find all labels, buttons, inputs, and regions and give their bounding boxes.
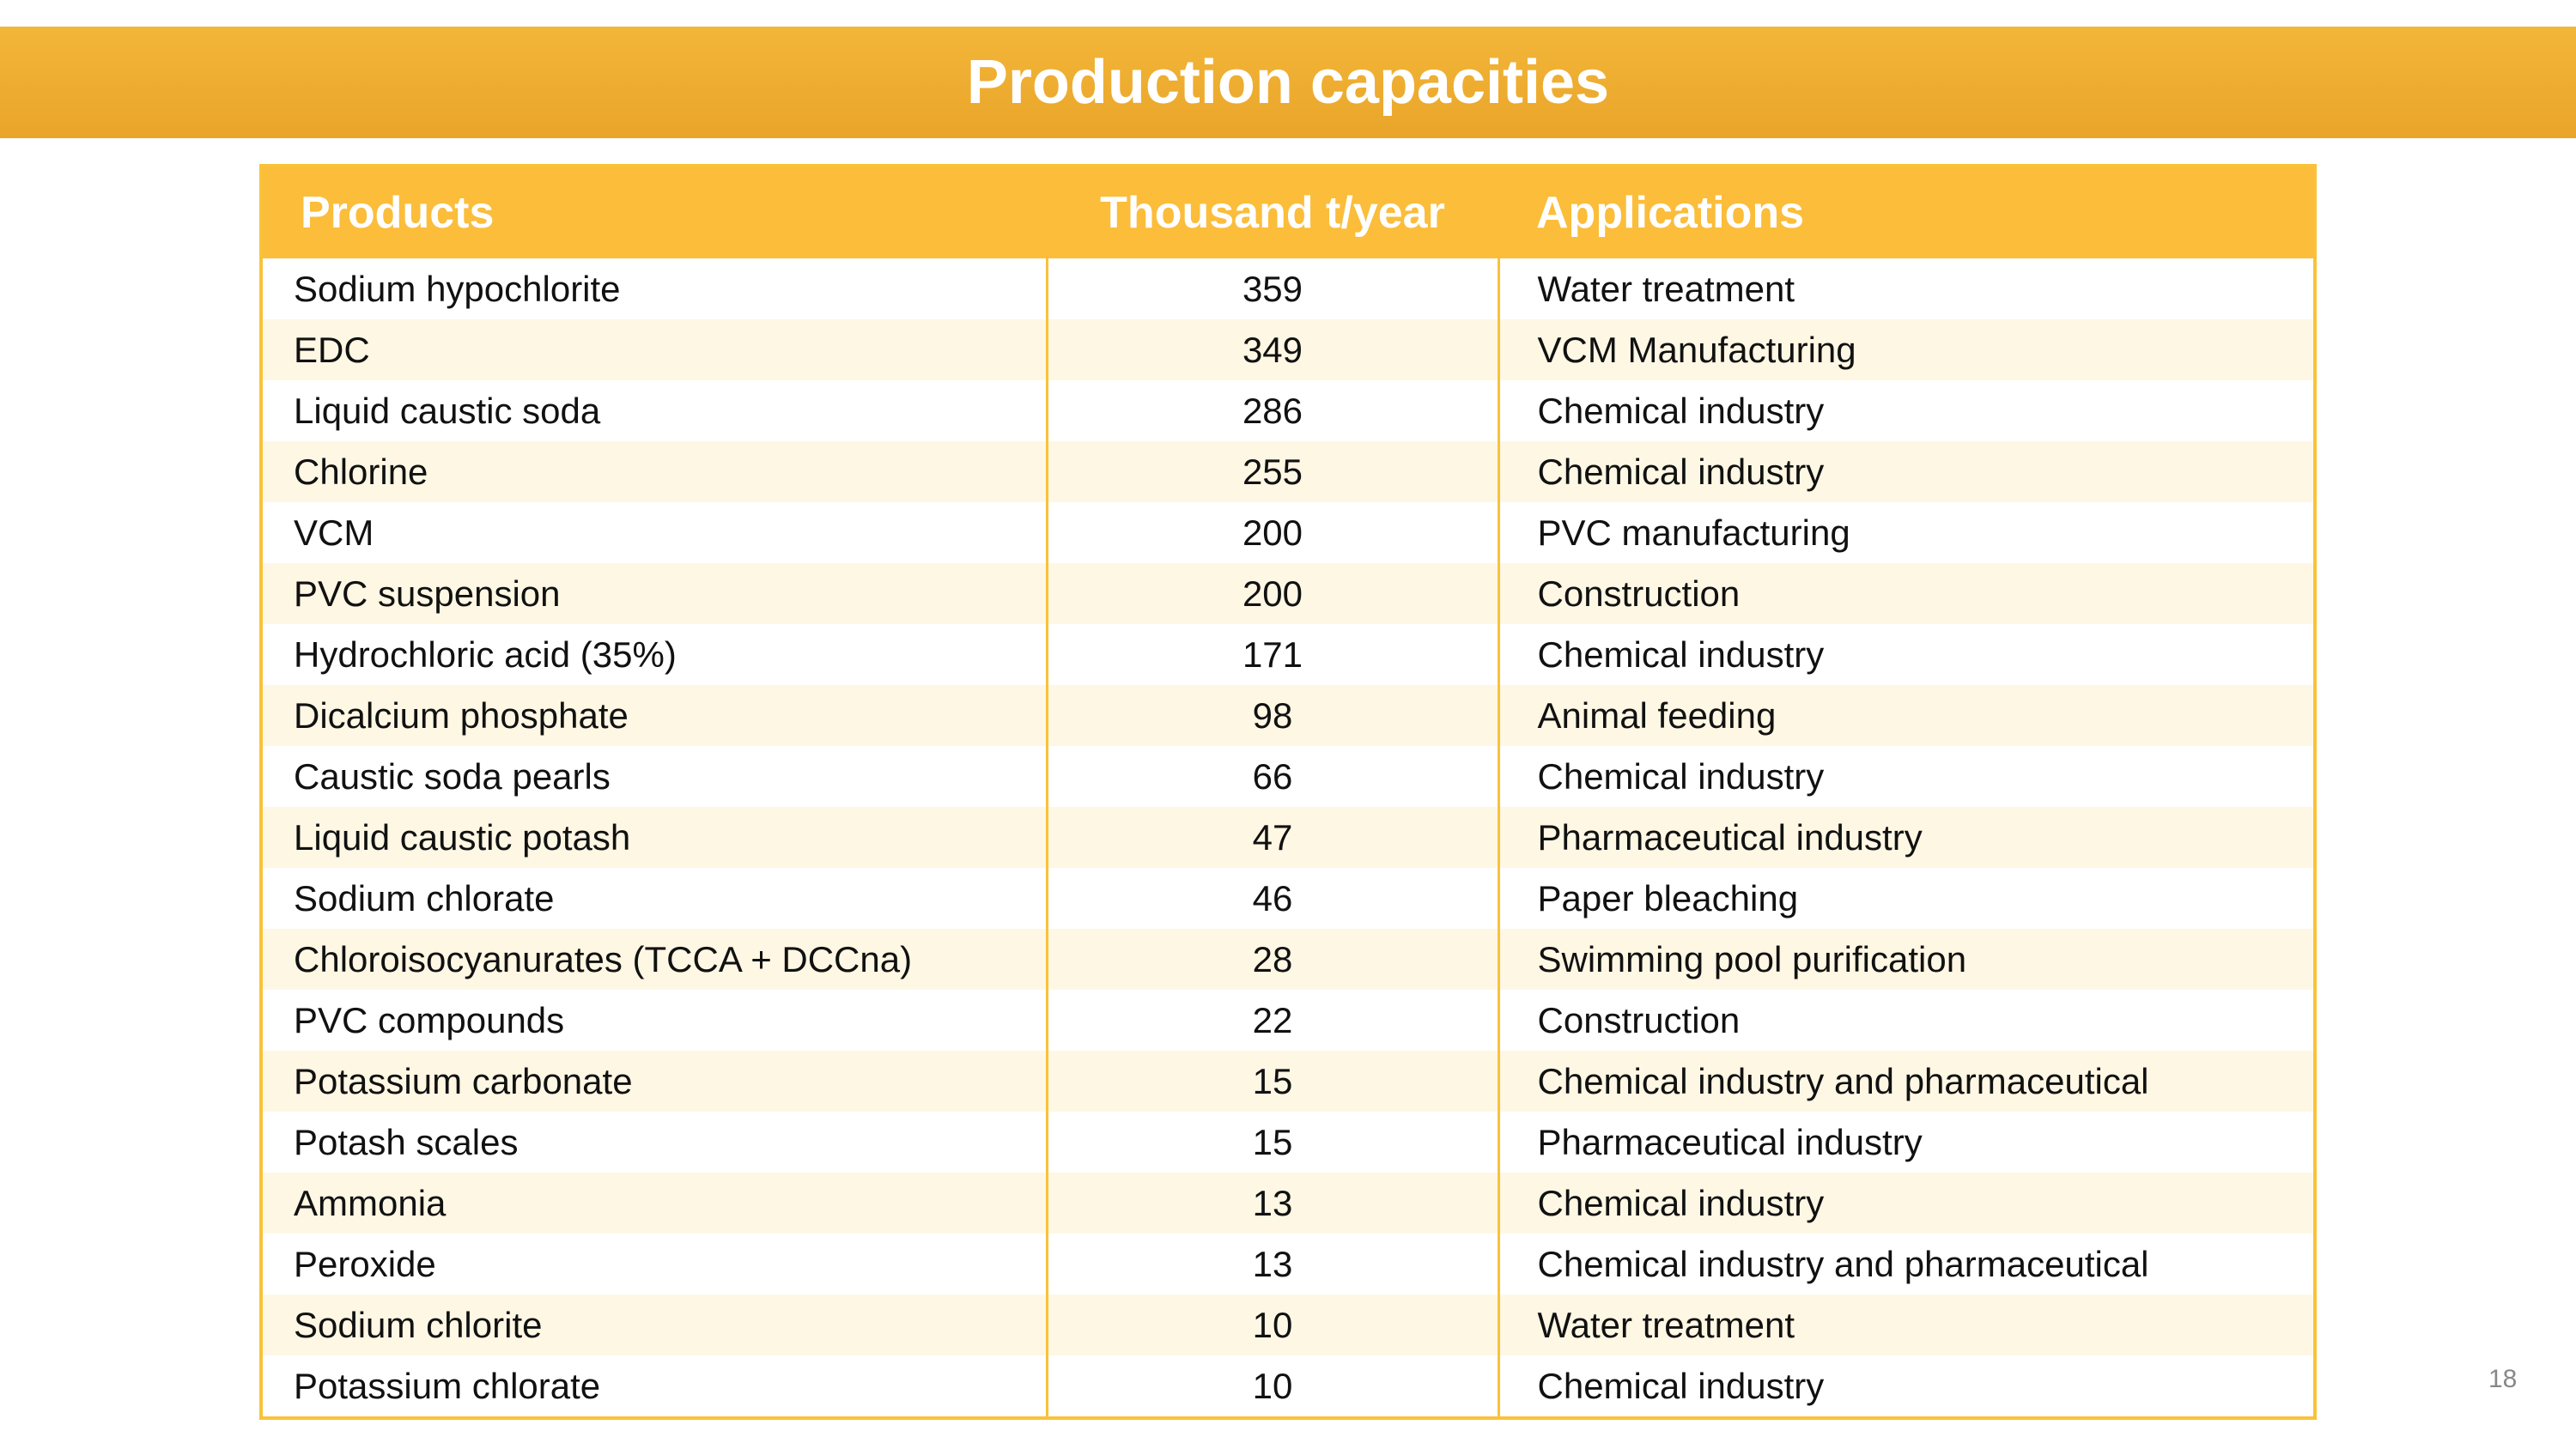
table-cell: Chemical industry and pharmaceutical [1497,1234,2315,1294]
table-row: Potassium chlorate 10 Chemical industry [261,1355,2315,1418]
table-cell: 66 [1045,746,1498,807]
table-row: Caustic soda pearls 66 Chemical industry [261,746,2315,807]
table-cell: Peroxide [294,1243,436,1284]
table-row: Liquid caustic soda 286 Chemical industry [261,380,2315,441]
table-cell: Potash scales [294,1121,519,1162]
table-cell: 349 [1045,319,1498,380]
table-row: Dicalcium phosphate 98 Animal feeding [261,685,2315,746]
table-cell: 22 [1045,990,1498,1051]
table-cell: 10 [1045,1294,1498,1355]
table-row: Ammonia 13 Chemical industry [261,1173,2315,1234]
table-cell: Chemical industry [1497,1355,2315,1418]
table-cell: Water treatment [1497,1294,2315,1355]
table-row: Peroxide 13 Chemical industry and pharmace… [261,1234,2315,1294]
table-cell: Dicalcium phosphate [261,685,1047,746]
table-cell: VCM Manufacturing [1497,319,2315,380]
table-cell: Ammonia [261,1173,1047,1234]
table-cell: PVC suspension [261,563,1047,624]
table-cell: 98 [1045,685,1498,746]
table-cell: 15 [1045,1051,1498,1112]
table-cell: Liquid caustic potash [261,807,1047,868]
title: Production capacities [966,48,1610,117]
page-number: 18 [2488,1365,2518,1393]
table-row: Potash scales 15 Pharmaceutical industry [261,1112,2315,1173]
table-cell: 47 [1045,807,1498,868]
table-cell: Water treatment [1497,258,2315,319]
table-cell: 200 [1045,502,1498,563]
table-cell: 13 [1045,1173,1498,1234]
table-row: Chloroisocyanurates (TCCA + DCCna) 28 Swim… [261,929,2315,990]
table-cell: Construction [1497,563,2315,624]
table-cell: Chloroisocyanurates (TCCA + DCCna) [261,929,1047,990]
column-header: Applications [1498,166,2315,258]
table-row: Liquid caustic potash 47 Pharmaceutical in… [261,807,2315,868]
table-row: EDC 349 VCM Manufacturing [261,319,2315,380]
table-cell: Swimming pool purification [1497,929,2315,990]
column-header: Thousand t/year [1047,166,1498,258]
table-body: Sodium hypochlorite 359 Water treatment EDC… [261,258,2315,1418]
table-cell: Sodium chlorite [261,1294,1047,1355]
table-cell: Chemical industry [1497,1173,2315,1234]
table-cell: Potassium chlorate [294,1365,601,1406]
table-cell: Chemical industry and pharmaceutical [1497,1051,2315,1112]
table-cell: Caustic soda pearls [294,755,611,797]
table-cell: Liquid caustic soda [294,390,601,431]
table-cell: 171 [1045,624,1498,685]
table-row: Chlorine 255 Chemical industry [261,441,2315,502]
table-cell: 359 [1045,258,1498,319]
capacity-table: Products Thousand t/year Applications Sodi… [259,164,2317,1420]
table-row: PVC suspension 200 Construction [261,563,2315,624]
table-row: Sodium hypochlorite 359 Water treatment [261,258,2315,319]
table-cell: EDC [261,319,1047,380]
table-cell: Chlorine [261,441,1047,502]
table-row: Sodium chlorate 46 Paper bleaching [261,868,2315,929]
table-cell: Chemical industry [1497,380,2315,441]
table-cell: Potassium carbonate [261,1051,1047,1112]
table-cell: Hydrochloric acid (35%) [294,634,677,675]
table-cell: 255 [1045,441,1498,502]
title-bar: Production capacities [0,27,2576,138]
table-cell: 10 [1045,1355,1498,1418]
table-cell: Animal feeding [1497,685,2315,746]
table-cell: Chemical industry [1497,624,2315,685]
table-cell: Pharmaceutical industry [1497,807,2315,868]
table-cell: VCM [294,512,374,553]
table-cell: 15 [1045,1112,1498,1173]
table-row: Sodium chlorite 10 Water treatment [261,1294,2315,1355]
table-row: Hydrochloric acid (35%) 171 Chemical indus… [261,624,2315,685]
table-cell: Paper bleaching [1497,868,2315,929]
column-header: Products [261,166,1047,258]
table-cell: 286 [1045,380,1498,441]
table-cell: Chemical industry [1497,746,2315,807]
table-cell: Pharmaceutical industry [1497,1112,2315,1173]
table-cell: 28 [1045,929,1498,990]
table-row: Potassium carbonate 15 Chemical industry a… [261,1051,2315,1112]
table-cell: PVC compounds [294,999,565,1040]
table-row: PVC compounds 22 Construction [261,990,2315,1051]
table-cell: Sodium hypochlorite [294,268,621,309]
table-cell: PVC manufacturing [1497,502,2315,563]
table-row: VCM 200 PVC manufacturing [261,502,2315,563]
table-cell: 200 [1045,563,1498,624]
table-cell: 13 [1045,1234,1498,1294]
header-row: Products Thousand t/year Applications [261,166,2315,258]
table-cell: Chemical industry [1497,441,2315,502]
table-cell: 46 [1045,868,1498,929]
table-cell: Construction [1497,990,2315,1051]
table-cell: Sodium chlorate [294,877,555,919]
